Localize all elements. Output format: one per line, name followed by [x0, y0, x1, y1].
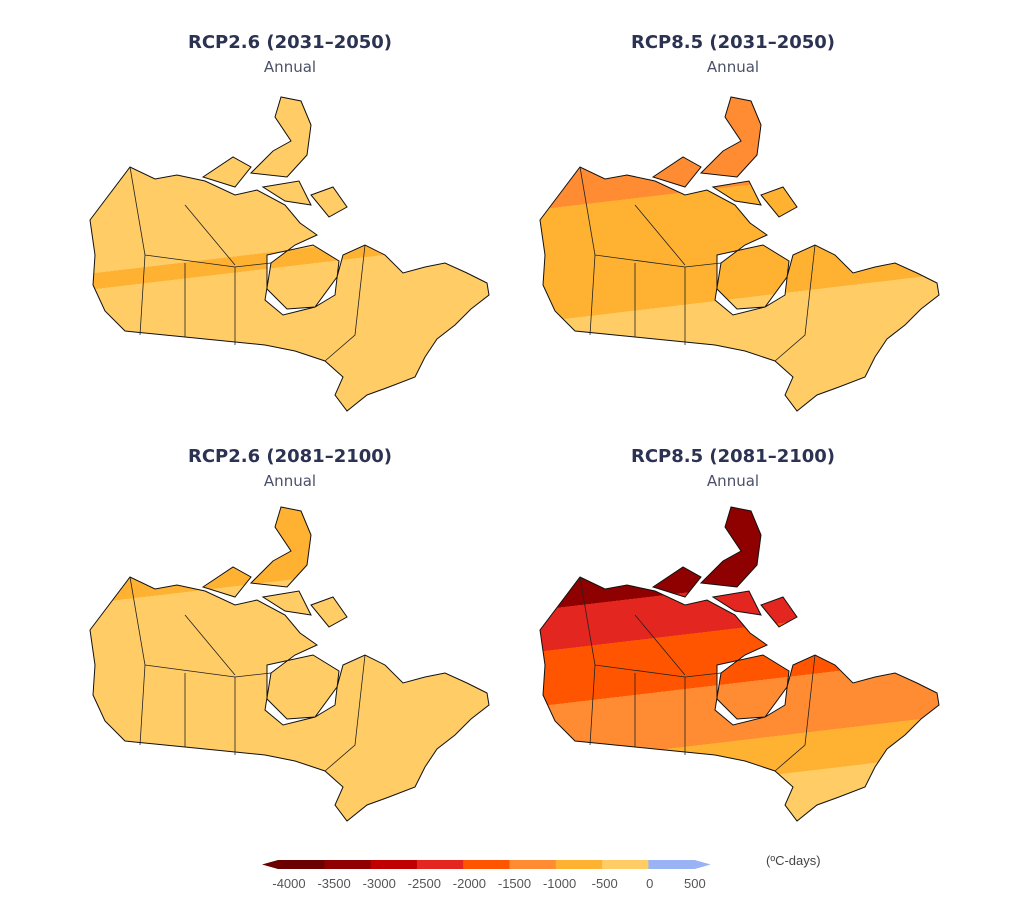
- colorbar-segment: [324, 860, 372, 869]
- panel-subtitle-rcp85-2031: Annual: [706, 58, 760, 76]
- colorbar-tick: -3000: [362, 876, 396, 891]
- colorbar-tick: -1500: [497, 876, 532, 891]
- panel-title-rcp85-2031: RCP8.5 (2031–2050): [630, 32, 836, 53]
- colorbar-arrow-right: [694, 860, 711, 869]
- colorbar-arrow-left: [262, 860, 278, 869]
- colorbar-tick: -500: [591, 876, 618, 891]
- canada-map: [89, 506, 490, 822]
- panel-title-rcp26-2031: RCP2.6 (2031–2050): [187, 32, 393, 53]
- colorbar-segment: [370, 860, 418, 869]
- panel-title-rcp26-2081: RCP2.6 (2081–2100): [187, 446, 393, 467]
- province-borders: [579, 166, 816, 362]
- colorbar-segment: [416, 860, 464, 869]
- canada-map: [539, 506, 940, 822]
- colorbar-segment: [509, 860, 557, 869]
- colorbar-tick: -4000: [272, 876, 306, 891]
- province-borders: [129, 166, 366, 362]
- panel-subtitle-rcp85-2081: Annual: [706, 472, 760, 490]
- panel-subtitle-rcp26-2081: Annual: [263, 472, 317, 490]
- panel-subtitle-rcp26-2031: Annual: [263, 58, 317, 76]
- colorbar-segment: [278, 860, 325, 869]
- map-panel-1: [539, 96, 940, 412]
- colorbar-tick: -2000: [452, 876, 487, 891]
- canada-map: [89, 96, 490, 412]
- colorbar-tick: 500: [684, 876, 706, 891]
- map-panel-2: [89, 506, 490, 822]
- colorbar-tick: -3500: [317, 876, 351, 891]
- province-borders: [579, 576, 816, 772]
- canada-map: [539, 96, 940, 412]
- colorbar-segment: [602, 860, 649, 869]
- colorbar-segment: [555, 860, 603, 869]
- colorbar-segment: [648, 860, 696, 869]
- colorbar-unit: (ºC-days): [766, 853, 821, 868]
- province-borders: [129, 576, 366, 772]
- colorbar-tick: -2500: [407, 876, 441, 891]
- panel-title-rcp85-2081: RCP8.5 (2081–2100): [630, 446, 836, 467]
- colorbar-segment: [463, 860, 510, 869]
- map-panel-0: [89, 96, 490, 412]
- colorbar-tick: -1000: [542, 876, 577, 891]
- map-panel-3: [539, 506, 940, 822]
- colorbar-tick: 0: [646, 876, 654, 891]
